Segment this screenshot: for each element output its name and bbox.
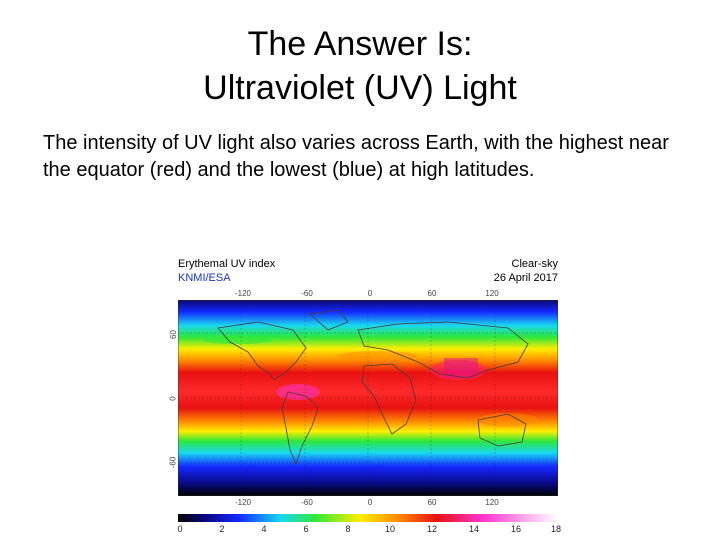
colorbar-tick: 8 bbox=[345, 524, 351, 534]
figure-title: Erythemal UV index bbox=[178, 258, 276, 270]
colorbar-tick: 6 bbox=[303, 524, 309, 534]
north-america-outline bbox=[217, 321, 307, 381]
south-america-outline bbox=[281, 391, 319, 466]
colorbar-tick: 16 bbox=[510, 524, 522, 534]
uv-hotspot bbox=[276, 384, 320, 400]
lat-tick: -60 bbox=[168, 456, 178, 469]
slide-title: The Answer Is: Ultraviolet (UV) Light bbox=[0, 22, 720, 110]
greenland-outline bbox=[309, 309, 349, 331]
graticule bbox=[178, 300, 558, 496]
uv-index-map bbox=[178, 300, 558, 496]
lon-tick-top: 60 bbox=[427, 289, 437, 298]
title-line-2: Ultraviolet (UV) Light bbox=[203, 69, 517, 107]
lon-tick-bottom: 60 bbox=[427, 498, 437, 507]
colorbar-tick: 0 bbox=[177, 524, 183, 534]
lon-tick-bottom: 0 bbox=[367, 498, 373, 507]
eurasia-outline bbox=[357, 321, 529, 379]
uv-cloud-band bbox=[338, 351, 418, 361]
title-line-1: The Answer Is: bbox=[247, 25, 473, 63]
body-paragraph: The intensity of UV light also varies ac… bbox=[43, 132, 669, 181]
figure-agency: KNMI/ESA bbox=[178, 272, 231, 284]
lat-tick: 0 bbox=[168, 396, 178, 401]
uv-colorbar bbox=[178, 514, 558, 522]
colorbar-tick: 4 bbox=[261, 524, 267, 534]
lat-tick: 60 bbox=[168, 330, 178, 339]
lon-tick-top: 120 bbox=[485, 289, 499, 298]
lon-tick-top: -120 bbox=[234, 289, 252, 298]
uv-index-figure: Erythemal UV index KNMI/ESA Clear-sky 26… bbox=[165, 252, 570, 537]
colorbar-tick: 14 bbox=[468, 524, 480, 534]
colorbar-tick: 12 bbox=[426, 524, 438, 534]
uv-cloud-band bbox=[203, 336, 273, 344]
lon-tick-top: -60 bbox=[301, 289, 313, 298]
australia-outline bbox=[477, 413, 527, 447]
colorbar-tick: 2 bbox=[219, 524, 225, 534]
uv-hotspot bbox=[444, 358, 478, 378]
lon-tick-bottom: -120 bbox=[234, 498, 252, 507]
figure-sky-condition: Clear-sky bbox=[511, 258, 558, 270]
colorbar-tick: 18 bbox=[550, 524, 562, 534]
uv-cloud-band bbox=[478, 413, 538, 427]
lon-tick-bottom: -60 bbox=[301, 498, 313, 507]
lon-tick-top: 0 bbox=[367, 289, 373, 298]
lon-tick-bottom: 120 bbox=[485, 498, 499, 507]
colorbar-tick: 10 bbox=[384, 524, 396, 534]
figure-date: 26 April 2017 bbox=[493, 272, 558, 284]
